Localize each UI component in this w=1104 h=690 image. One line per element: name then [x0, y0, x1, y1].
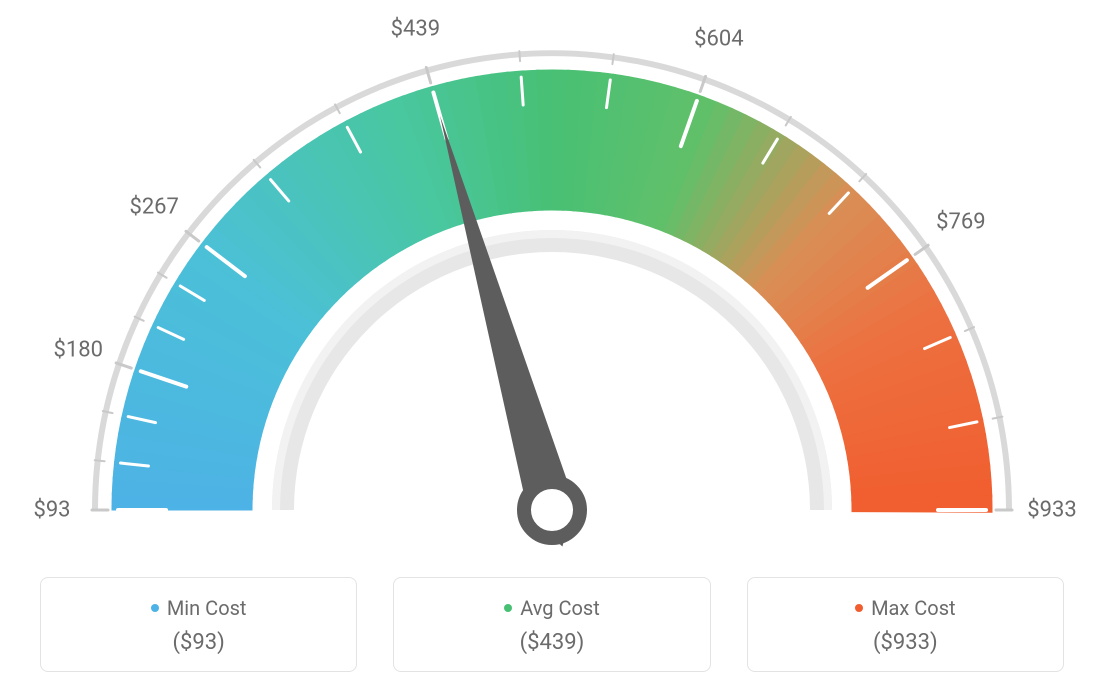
legend-name-avg: Avg Cost	[520, 596, 600, 620]
legend-top-max: Max Cost	[855, 596, 956, 620]
gauge-tick-label: $267	[129, 195, 178, 220]
legend-dot-max	[855, 604, 863, 612]
gauge-chart: $93 $180 $267 $439 $604 $769 $933	[0, 0, 1104, 560]
gauge-tick-label: $180	[54, 338, 103, 363]
legend-value-min: ($93)	[51, 630, 346, 655]
legend-name-min: Min Cost	[167, 596, 247, 620]
legend-card-avg: Avg Cost ($439)	[393, 577, 710, 672]
legend-top-avg: Avg Cost	[504, 596, 600, 620]
legend-value-max: ($933)	[758, 630, 1053, 655]
legend-card-min: Min Cost ($93)	[40, 577, 357, 672]
legend-top-min: Min Cost	[151, 596, 247, 620]
gauge-tick-label: $93	[33, 498, 70, 523]
legend-dot-min	[151, 604, 159, 612]
gauge-tick-label: $604	[694, 26, 743, 51]
legend-value-avg: ($439)	[404, 630, 699, 655]
gauge-tick-label: $439	[391, 17, 440, 42]
gauge-tick-label: $769	[936, 210, 985, 235]
gauge-svg	[0, 0, 1104, 560]
legend-name-max: Max Cost	[871, 596, 956, 620]
legend-dot-avg	[504, 604, 512, 612]
legend-row: Min Cost ($93) Avg Cost ($439) Max Cost …	[0, 577, 1104, 672]
legend-card-max: Max Cost ($933)	[747, 577, 1064, 672]
gauge-tick-label: $933	[1027, 498, 1076, 523]
